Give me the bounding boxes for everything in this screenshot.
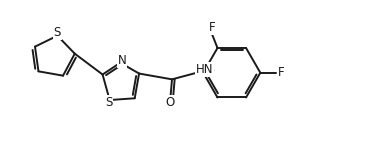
Text: O: O: [166, 96, 175, 109]
Text: N: N: [117, 54, 126, 67]
Text: HN: HN: [196, 63, 213, 76]
Text: F: F: [209, 21, 216, 34]
Text: S: S: [54, 26, 61, 39]
Text: S: S: [105, 96, 112, 109]
Text: F: F: [278, 66, 284, 79]
